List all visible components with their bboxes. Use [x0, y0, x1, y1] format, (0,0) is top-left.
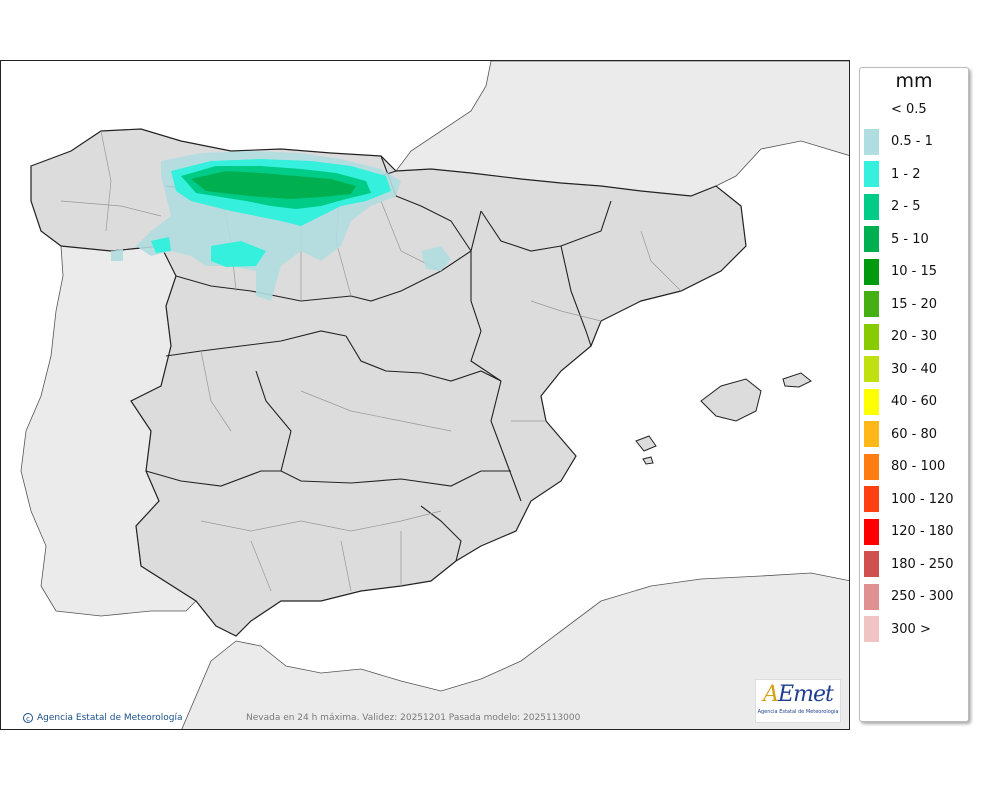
- agency-credit: c Agencia Estatal de Meteorología: [23, 713, 183, 723]
- legend-item: 300 >: [864, 616, 931, 642]
- legend-label: 60 - 80: [891, 426, 938, 442]
- legend-label: 15 - 20: [891, 296, 938, 312]
- precipitation-legend: mm < 0.5 0.5 - 1 1 - 2 2 - 5 5 - 10 10 - 15 15…: [859, 67, 969, 722]
- legend-swatch: [864, 96, 879, 122]
- snow-area-5-10: [191, 171, 356, 199]
- legend-item: 5 - 10: [864, 226, 929, 252]
- legend-item: 30 - 40: [864, 356, 937, 382]
- legend-label: 1 - 2: [891, 166, 921, 182]
- legend-label: 300 >: [891, 621, 931, 637]
- legend-item: 120 - 180: [864, 518, 954, 545]
- legend-item: 2 - 5: [864, 193, 921, 220]
- legend-swatch: [864, 291, 879, 317]
- aemet-logo: AEmet Agencia Estatal de Meteorología: [755, 679, 841, 723]
- map-panel: c Agencia Estatal de Meteorología Nevada…: [0, 60, 850, 730]
- legend-item: 250 - 300: [864, 583, 954, 610]
- legend-item: 40 - 60: [864, 388, 938, 415]
- legend-label: 20 - 30: [891, 329, 938, 344]
- legend-item: 60 - 80: [864, 421, 937, 447]
- legend-item: < 0.5: [864, 96, 927, 122]
- legend-item: 100 - 120: [864, 486, 954, 512]
- ibiza-island: [635, 435, 657, 452]
- legend-swatch: [864, 128, 879, 155]
- snow-area-1-2: [211, 241, 266, 267]
- legend-swatch: [864, 616, 879, 642]
- legend-swatch: [864, 193, 879, 220]
- aemet-logo-mark: AEmet: [763, 682, 834, 707]
- legend-label: 180 - 250: [891, 556, 954, 572]
- snow-area-1-2: [151, 237, 171, 253]
- snowfall-overlay: [111, 151, 451, 301]
- legend-item: 0.5 - 1: [864, 128, 933, 155]
- legend-unit: mm: [895, 70, 933, 92]
- legend-label: 2 - 5: [891, 199, 921, 214]
- snow-area-05-1: [111, 249, 123, 261]
- legend-label: < 0.5: [891, 101, 927, 117]
- legend-label: 120 - 180: [891, 524, 954, 539]
- legend-swatch: [864, 161, 879, 187]
- legend-swatch: [864, 421, 879, 447]
- agency-credit-text: Agencia Estatal de Meteorología: [37, 713, 183, 723]
- legend-swatch: [864, 486, 879, 512]
- spain-snowfall-map: [1, 61, 849, 729]
- snow-area-05-1: [421, 246, 451, 271]
- legend-swatch: [864, 323, 879, 350]
- menorca-island: [782, 372, 812, 388]
- legend-label: 0.5 - 1: [891, 134, 933, 149]
- legend-label: 40 - 60: [891, 394, 938, 409]
- legend-swatch: [864, 388, 879, 415]
- legend-item: 10 - 15: [864, 258, 938, 285]
- aemet-logo-subtitle: Agencia Estatal de Meteorología: [757, 709, 839, 715]
- legend-item: 15 - 20: [864, 291, 937, 317]
- legend-label: 80 - 100: [891, 459, 946, 474]
- legend-swatch: [864, 258, 879, 285]
- legend-item: 80 - 100: [864, 453, 946, 480]
- legend-label: 250 - 300: [891, 589, 954, 604]
- africa-landmass: [181, 572, 849, 729]
- legend-swatch: [864, 583, 879, 610]
- legend-swatch: [864, 551, 879, 577]
- legend-item: 180 - 250: [864, 551, 954, 577]
- legend-label: 5 - 10: [891, 231, 929, 247]
- legend-item: 20 - 30: [864, 323, 938, 350]
- map-footer-note: Nevada en 24 h máxima. Validez: 20251201…: [246, 713, 581, 723]
- legend-swatch: [864, 518, 879, 545]
- legend-label: 10 - 15: [891, 264, 938, 279]
- legend-swatch: [864, 453, 879, 480]
- legend-label: 30 - 40: [891, 361, 938, 377]
- mallorca-island: [700, 378, 762, 422]
- legend-swatch: [864, 226, 879, 252]
- legend-label: 100 - 120: [891, 491, 954, 507]
- copyright-icon: c: [23, 713, 33, 723]
- legend-item: 1 - 2: [864, 161, 921, 187]
- legend-swatch: [864, 356, 879, 382]
- formentera-island: [642, 456, 654, 465]
